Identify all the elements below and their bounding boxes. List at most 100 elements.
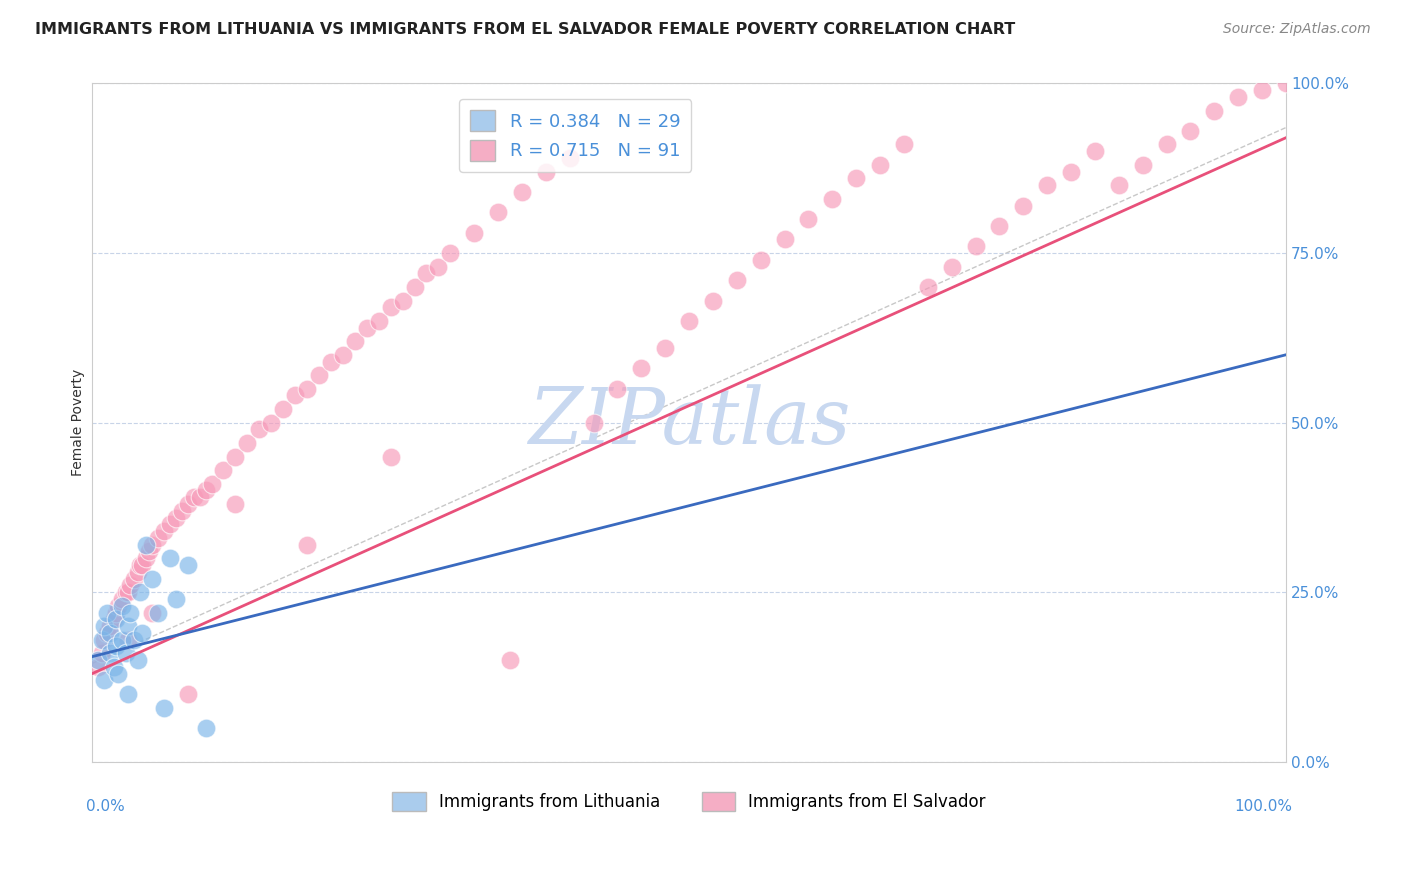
Point bbox=[224, 497, 246, 511]
Point bbox=[212, 463, 235, 477]
Point bbox=[845, 171, 868, 186]
Point bbox=[200, 476, 222, 491]
Point bbox=[1108, 178, 1130, 193]
Point bbox=[87, 653, 110, 667]
Point bbox=[146, 606, 169, 620]
Point bbox=[582, 416, 605, 430]
Point bbox=[1204, 103, 1226, 118]
Point bbox=[271, 402, 294, 417]
Point bbox=[107, 599, 129, 613]
Point bbox=[105, 612, 128, 626]
Point bbox=[107, 666, 129, 681]
Point bbox=[120, 606, 142, 620]
Point bbox=[558, 151, 581, 165]
Point bbox=[153, 524, 176, 538]
Point bbox=[96, 626, 118, 640]
Legend: R = 0.384   N = 29, R = 0.715   N = 91: R = 0.384 N = 29, R = 0.715 N = 91 bbox=[460, 99, 692, 171]
Point bbox=[131, 626, 153, 640]
Point bbox=[486, 205, 509, 219]
Point bbox=[165, 592, 187, 607]
Point bbox=[194, 721, 217, 735]
Point bbox=[439, 246, 461, 260]
Point bbox=[702, 293, 724, 308]
Point bbox=[188, 490, 211, 504]
Text: 100.0%: 100.0% bbox=[1234, 799, 1292, 814]
Text: 0.0%: 0.0% bbox=[86, 799, 125, 814]
Point bbox=[404, 280, 426, 294]
Point bbox=[630, 361, 652, 376]
Point bbox=[129, 558, 152, 572]
Point bbox=[141, 572, 163, 586]
Point bbox=[117, 619, 139, 633]
Point bbox=[87, 660, 110, 674]
Point bbox=[415, 266, 437, 280]
Point bbox=[1251, 83, 1274, 97]
Point bbox=[90, 646, 112, 660]
Point bbox=[135, 538, 157, 552]
Point bbox=[117, 632, 139, 647]
Point bbox=[260, 416, 283, 430]
Point bbox=[122, 572, 145, 586]
Point bbox=[380, 300, 402, 314]
Point bbox=[93, 673, 115, 688]
Point bbox=[105, 606, 128, 620]
Point bbox=[965, 239, 987, 253]
Point bbox=[111, 632, 134, 647]
Point bbox=[127, 565, 149, 579]
Point bbox=[159, 517, 181, 532]
Point bbox=[380, 450, 402, 464]
Point bbox=[122, 632, 145, 647]
Point bbox=[153, 700, 176, 714]
Point bbox=[98, 619, 121, 633]
Point bbox=[367, 314, 389, 328]
Point bbox=[103, 660, 125, 674]
Point bbox=[1227, 90, 1250, 104]
Point bbox=[821, 192, 844, 206]
Point bbox=[391, 293, 413, 308]
Point bbox=[176, 558, 198, 572]
Point bbox=[1132, 158, 1154, 172]
Point bbox=[654, 341, 676, 355]
Text: IMMIGRANTS FROM LITHUANIA VS IMMIGRANTS FROM EL SALVADOR FEMALE POVERTY CORRELAT: IMMIGRANTS FROM LITHUANIA VS IMMIGRANTS … bbox=[35, 22, 1015, 37]
Point bbox=[120, 578, 142, 592]
Point bbox=[319, 354, 342, 368]
Point bbox=[427, 260, 450, 274]
Point bbox=[129, 585, 152, 599]
Point bbox=[141, 538, 163, 552]
Point bbox=[308, 368, 330, 383]
Point bbox=[1060, 164, 1083, 178]
Point bbox=[356, 320, 378, 334]
Point bbox=[146, 531, 169, 545]
Point bbox=[725, 273, 748, 287]
Point bbox=[917, 280, 939, 294]
Point bbox=[343, 334, 366, 349]
Point bbox=[103, 612, 125, 626]
Point bbox=[988, 219, 1011, 233]
Point bbox=[869, 158, 891, 172]
Point bbox=[1156, 137, 1178, 152]
Point bbox=[117, 687, 139, 701]
Point bbox=[1036, 178, 1059, 193]
Point bbox=[194, 483, 217, 498]
Point bbox=[183, 490, 205, 504]
Point bbox=[135, 551, 157, 566]
Point bbox=[1275, 77, 1298, 91]
Point bbox=[93, 632, 115, 647]
Point bbox=[111, 592, 134, 607]
Point bbox=[98, 646, 121, 660]
Point bbox=[1084, 145, 1107, 159]
Point bbox=[284, 388, 307, 402]
Point bbox=[606, 382, 628, 396]
Point bbox=[499, 653, 522, 667]
Point bbox=[105, 640, 128, 654]
Point bbox=[141, 606, 163, 620]
Text: Source: ZipAtlas.com: Source: ZipAtlas.com bbox=[1223, 22, 1371, 37]
Point bbox=[332, 348, 354, 362]
Point bbox=[176, 497, 198, 511]
Point bbox=[236, 436, 259, 450]
Text: ZIPatlas: ZIPatlas bbox=[527, 384, 851, 461]
Point bbox=[170, 504, 193, 518]
Point bbox=[165, 510, 187, 524]
Point bbox=[93, 619, 115, 633]
Point bbox=[111, 599, 134, 613]
